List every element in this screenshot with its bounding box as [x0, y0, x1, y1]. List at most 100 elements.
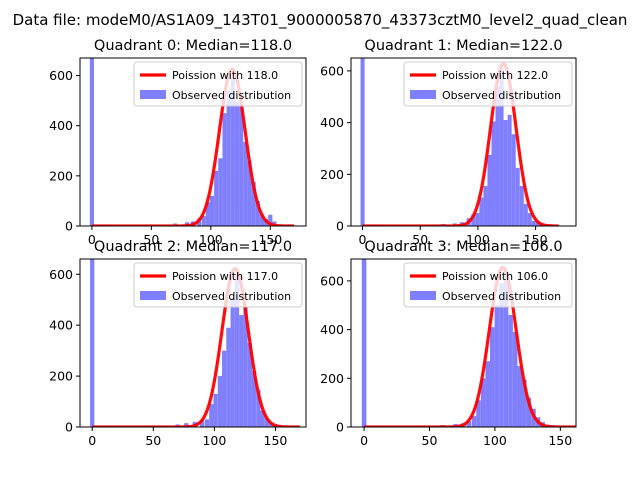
subplot-1: 0 50 100 150 0 200 400 600 Poission with 122.0 Ob…: [320, 38, 577, 247]
histogram-bar: [476, 400, 481, 427]
histogram-bar: [489, 327, 495, 427]
axes-frame: [350, 57, 577, 227]
histogram-bar: [230, 297, 235, 427]
histogram-bar: [234, 274, 240, 427]
subplot-title: Quadrant 2: Median=117.0: [94, 239, 292, 255]
histogram-bar: [217, 376, 223, 427]
histogram-bar: [268, 214, 273, 226]
histogram-bar: [526, 397, 532, 427]
histogram-bar: [471, 214, 476, 226]
histogram-bar: [222, 113, 227, 226]
subplot-2: 0 50 100 150 0 200 400 600 Poission with 117.0 Ob…: [49, 239, 307, 448]
plot-area: [360, 58, 560, 226]
histogram-bar: [247, 343, 252, 427]
histogram-bar: [90, 259, 95, 427]
histogram-bar: [485, 361, 490, 427]
histogram-bar: [226, 327, 231, 427]
histogram-bar: [209, 404, 214, 427]
histogram-bar: [205, 202, 210, 226]
histogram-bar: [260, 410, 265, 427]
histogram-bar: [527, 213, 532, 226]
subplot-title: Quadrant 3: Median=106.0: [364, 239, 562, 255]
legend-label-poisson: Poission with 118.0: [172, 69, 278, 82]
subplot-title: Quadrant 1: Median=122.0: [364, 38, 562, 54]
figure-suptitle: Data file: modeM0/AS1A09_143T01_90000058…: [13, 11, 628, 30]
histogram-bar: [523, 204, 528, 226]
x-tick-label: 150: [264, 433, 288, 448]
histogram-bar: [479, 197, 484, 226]
histogram-bar: [483, 185, 488, 226]
x-tick-label: 100: [483, 433, 507, 448]
histogram-bar: [519, 185, 524, 226]
y-tick-label: 200: [320, 371, 344, 386]
y-tick-label: 400: [320, 115, 344, 130]
legend-label-observed: Observed distribution: [442, 89, 561, 102]
histogram-bar: [507, 114, 512, 226]
x-tick-label: 150: [524, 232, 548, 247]
subplot-3: 0 50 100 150 0 200 400 600 Poission with 106.0 Ob…: [320, 239, 577, 448]
histogram-bar: [499, 68, 504, 226]
histogram-bar: [243, 307, 248, 427]
plot-area: [89, 58, 295, 226]
legend-bar-swatch: [410, 291, 436, 300]
legend: Poission with 117.0 Observed distribution: [133, 262, 303, 308]
histogram-bar: [209, 195, 215, 226]
legend-label-poisson: Poission with 122.0: [442, 69, 548, 82]
histogram-bar: [89, 58, 94, 226]
legend-label-poisson: Poission with 117.0: [172, 270, 278, 283]
legend-bar-swatch: [140, 90, 166, 99]
x-tick-label: 50: [145, 433, 161, 448]
legend-frame: [403, 262, 573, 308]
poisson-curve: [361, 62, 560, 226]
axes-frame: [350, 258, 577, 428]
histogram-bar: [259, 214, 265, 226]
x-tick-label: 150: [258, 232, 282, 247]
histogram-bar: [480, 378, 486, 427]
histogram-bar: [255, 200, 260, 226]
histogram-bar: [226, 90, 231, 226]
histogram-bar: [251, 371, 257, 427]
histogram-bar: [243, 142, 248, 226]
legend-frame: [403, 61, 573, 107]
subplot-0: 0 50 100 150 0 200 400 600 Poission with 118.0 Ob…: [49, 38, 307, 247]
histogram-bar: [494, 305, 500, 427]
y-tick-label: 400: [49, 118, 73, 133]
y-tick-label: 200: [49, 168, 73, 183]
x-tick-label: 100: [466, 232, 490, 247]
histogram-bar: [531, 220, 536, 226]
y-tick-label: 600: [320, 273, 344, 288]
subplots-grid: 0 50 100 150 0 200 400 600 Poission with 118.0 Ob…: [49, 38, 577, 448]
y-tick-label: 400: [49, 318, 73, 333]
x-tick-label: 100: [199, 232, 223, 247]
histogram-bar: [471, 416, 477, 427]
histogram-bar: [508, 315, 513, 427]
x-tick-label: 0: [359, 232, 367, 247]
legend: Poission with 122.0 Observed distribution: [403, 61, 573, 107]
legend-label-observed: Observed distribution: [172, 89, 291, 102]
y-tick-label: 0: [65, 420, 73, 435]
legend-label-observed: Observed distribution: [172, 290, 291, 303]
histogram-bar: [495, 86, 500, 226]
histogram-bar: [184, 423, 189, 427]
histogram-bar: [511, 134, 516, 226]
axes-frame: [79, 258, 307, 428]
subplot-title: Quadrant 0: Median=118.0: [94, 38, 292, 54]
histogram-bar: [475, 213, 480, 226]
histogram-bar: [487, 154, 492, 226]
histogram-bar: [251, 182, 256, 226]
histogram-bar: [503, 120, 508, 226]
legend-frame: [133, 262, 303, 308]
histogram-bar: [247, 160, 252, 226]
histogram-bar: [503, 271, 509, 427]
histogram-bar: [230, 78, 235, 226]
histogram-bar: [239, 104, 244, 226]
histogram-bar: [234, 101, 240, 226]
histogram-bar: [360, 58, 365, 226]
y-tick-label: 0: [336, 219, 344, 234]
histogram-bar: [491, 121, 496, 226]
x-tick-label: 50: [412, 232, 428, 247]
x-tick-label: 50: [422, 433, 438, 448]
x-tick-label: 0: [88, 433, 96, 448]
